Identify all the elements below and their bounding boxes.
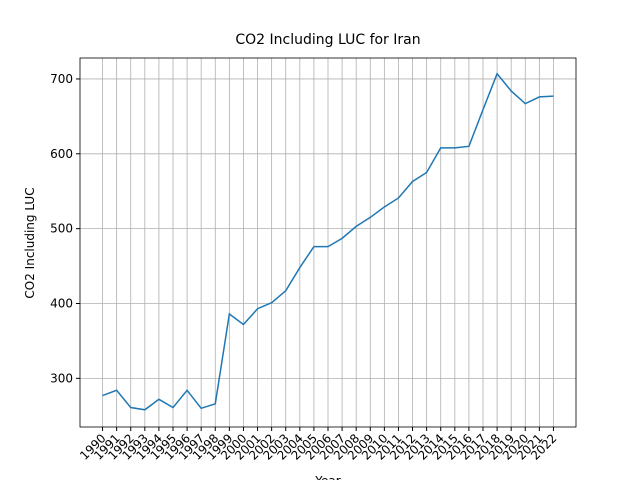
y-tick-label: 400 <box>50 297 73 311</box>
data-line <box>102 72 554 411</box>
y-tick-label: 500 <box>50 222 73 236</box>
plot-frame <box>79 57 577 428</box>
y-tick-label: 600 <box>50 147 73 161</box>
y-tick-label: 700 <box>50 72 73 86</box>
y-axis-label: CO2 Including LUC <box>23 187 37 298</box>
x-axis-label: Year <box>314 474 340 480</box>
chart-title: CO2 Including LUC for Iran <box>235 32 420 48</box>
y-tick-label: 300 <box>50 371 73 385</box>
